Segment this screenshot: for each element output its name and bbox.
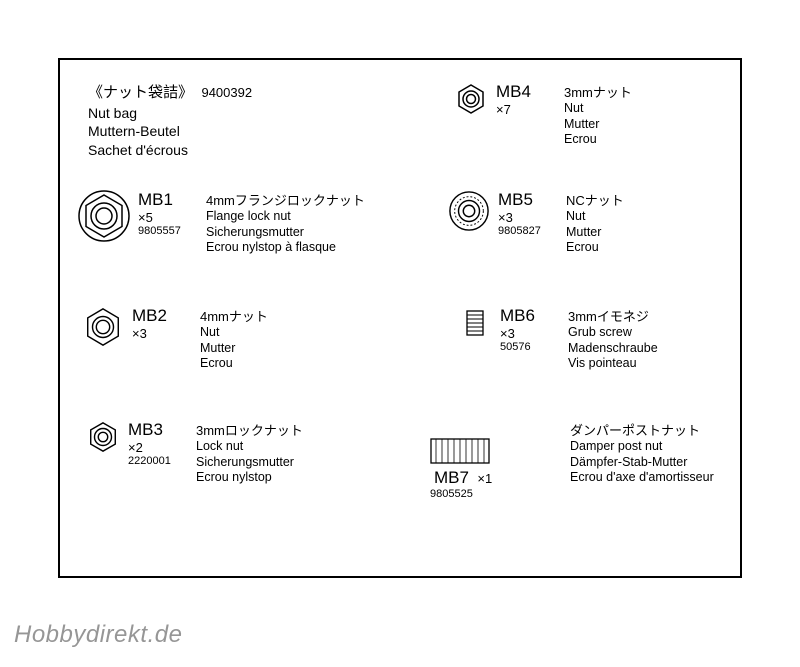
item-mb4: MB4 ×7 3mmナット Nut Mutter Ecrou xyxy=(454,82,632,148)
mb6-qty: ×3 xyxy=(500,326,562,341)
mb3-sku: 2220001 xyxy=(128,455,190,467)
mb4-qty: ×7 xyxy=(496,102,558,117)
mb5-jp: NCナット xyxy=(566,190,624,209)
mb6-code: MB6 xyxy=(500,306,562,326)
hex-nut-icon xyxy=(82,306,124,348)
mb6-codecol: MB6 ×3 50576 xyxy=(500,306,562,353)
header-de: Muttern-Beutel xyxy=(88,122,252,141)
header-jp-text: 《ナット袋詰》 xyxy=(88,84,193,101)
header-en: Nut bag xyxy=(88,104,252,123)
mb7-en: Damper post nut xyxy=(570,439,714,455)
mb7-coderow: MB7 ×1 9805525 xyxy=(430,468,492,500)
item-mb6: MB6 ×3 50576 3mmイモネジ Grub screw Madensch… xyxy=(458,306,658,372)
mb1-code: MB1 xyxy=(138,190,200,210)
item-mb7 xyxy=(430,438,490,464)
mb5-de: Mutter xyxy=(566,225,624,241)
mb3-fr: Ecrou nylstop xyxy=(196,470,303,486)
mb4-de: Mutter xyxy=(564,117,632,133)
mb7-qty: ×1 xyxy=(477,471,492,486)
grub-screw-icon xyxy=(458,306,492,340)
header-title-jp: 《ナット袋詰》 9400392 xyxy=(88,82,252,104)
mb4-codecol: MB4 ×7 xyxy=(496,82,558,117)
item-mb2: MB2 ×3 4mmナット Nut Mutter Ecrou xyxy=(82,306,268,372)
mb6-jp: 3mmイモネジ xyxy=(568,306,658,325)
mb7-de: Dämpfer-Stab-Mutter xyxy=(570,455,714,471)
mb1-sku: 9805557 xyxy=(138,225,200,237)
mb7-jp: ダンパーポストナット xyxy=(570,420,714,439)
mb7-code: MB7 xyxy=(434,468,469,487)
header-fr: Sachet d'écrous xyxy=(88,141,252,160)
mb4-desccol: 3mmナット Nut Mutter Ecrou xyxy=(564,82,632,148)
mb2-desccol: 4mmナット Nut Mutter Ecrou xyxy=(200,306,268,372)
mb2-code: MB2 xyxy=(132,306,194,326)
parts-sheet: 《ナット袋詰》 9400392 Nut bag Muttern-Beutel S… xyxy=(58,58,742,578)
mb1-qty: ×5 xyxy=(138,210,200,225)
damper-nut-icon xyxy=(430,438,490,464)
mb2-jp: 4mmナット xyxy=(200,306,268,325)
mb1-desccol: 4mmフランジロックナット Flange lock nut Sicherungs… xyxy=(206,190,365,256)
mb3-code: MB3 xyxy=(128,420,190,440)
mb7-sku: 9805525 xyxy=(430,488,492,500)
mb5-fr: Ecrou xyxy=(566,240,624,256)
mb5-desccol: NCナット Nut Mutter Ecrou xyxy=(566,190,624,256)
hex-nut-icon xyxy=(86,420,120,454)
mb7-desccol: ダンパーポストナット Damper post nut Dämpfer-Stab-… xyxy=(570,420,714,486)
mb5-en: Nut xyxy=(566,209,624,225)
mb2-en: Nut xyxy=(200,325,268,341)
mb4-code: MB4 xyxy=(496,82,558,102)
mb1-de: Sicherungsmutter xyxy=(206,225,365,241)
mb1-en: Flange lock nut xyxy=(206,209,365,225)
mb4-en: Nut xyxy=(564,101,632,117)
mb3-codecol: MB3 ×2 2220001 xyxy=(128,420,190,467)
mb5-sku: 9805827 xyxy=(498,225,560,237)
item-mb5: MB5 ×3 9805827 NCナット Nut Mutter Ecrou xyxy=(448,190,624,256)
header-partno: 9400392 xyxy=(201,85,252,100)
mb2-fr: Ecrou xyxy=(200,356,268,372)
mb7-fr: Ecrou d'axe d'amortisseur xyxy=(570,470,714,486)
mb4-jp: 3mmナット xyxy=(564,82,632,101)
mb6-de: Madenschraube xyxy=(568,341,658,357)
item-mb3: MB3 ×2 2220001 3mmロックナット Lock nut Sicher… xyxy=(86,420,303,486)
mb4-fr: Ecrou xyxy=(564,132,632,148)
nc-nut-icon xyxy=(448,190,490,232)
mb1-jp: 4mmフランジロックナット xyxy=(206,190,365,209)
mb6-desccol: 3mmイモネジ Grub screw Madenschraube Vis poi… xyxy=(568,306,658,372)
mb6-sku: 50576 xyxy=(500,341,562,353)
mb3-de: Sicherungsmutter xyxy=(196,455,303,471)
mb2-codecol: MB2 ×3 xyxy=(132,306,194,341)
mb6-fr: Vis pointeau xyxy=(568,356,658,372)
mb5-qty: ×3 xyxy=(498,210,560,225)
mb6-en: Grub screw xyxy=(568,325,658,341)
header-block: 《ナット袋詰》 9400392 Nut bag Muttern-Beutel S… xyxy=(88,82,252,160)
mb5-codecol: MB5 ×3 9805827 xyxy=(498,190,560,237)
mb2-qty: ×3 xyxy=(132,326,194,341)
mb1-fr: Ecrou nylstop à flasque xyxy=(206,240,365,256)
mb3-qty: ×2 xyxy=(128,440,190,455)
mb3-jp: 3mmロックナット xyxy=(196,420,303,439)
item-mb1: MB1 ×5 9805557 4mmフランジロックナット Flange lock… xyxy=(78,190,365,256)
hex-nut-icon xyxy=(454,82,488,116)
mb3-en: Lock nut xyxy=(196,439,303,455)
watermark-text: Hobbydirekt.de xyxy=(14,621,182,649)
flange-nut-icon xyxy=(78,190,130,242)
mb1-codecol: MB1 ×5 9805557 xyxy=(138,190,200,237)
mb2-de: Mutter xyxy=(200,341,268,357)
mb5-code: MB5 xyxy=(498,190,560,210)
mb3-desccol: 3mmロックナット Lock nut Sicherungsmutter Ecro… xyxy=(196,420,303,486)
